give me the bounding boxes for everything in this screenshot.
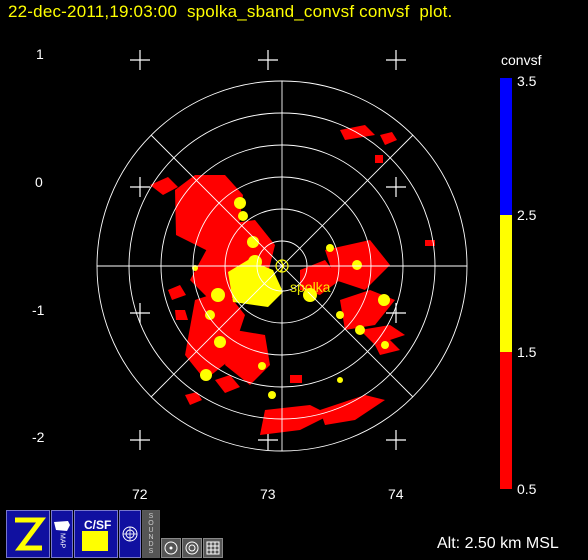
- x-tick-label: 74: [388, 486, 404, 502]
- sounds-button[interactable]: SOUNDS: [142, 510, 160, 558]
- csf-icon: C/SF: [82, 518, 111, 551]
- y-tick-label: 1: [36, 46, 44, 62]
- altitude-label: Alt: 2.50 km MSL: [437, 535, 559, 552]
- ring-icon: [122, 526, 138, 542]
- map-button-label: MAP: [58, 533, 66, 549]
- csf-button[interactable]: C/SF: [74, 510, 118, 558]
- echo-yellow: [192, 197, 390, 399]
- colorbar-tick: 1.5: [517, 344, 537, 360]
- grid-icon: [206, 541, 220, 555]
- grid-crosses: [130, 50, 406, 450]
- y-tick-label: -1: [32, 302, 45, 318]
- svg-text:C/SF: C/SF: [84, 518, 111, 532]
- y-tick-label: 0: [35, 174, 43, 190]
- colorbar-tick: 3.5: [517, 73, 537, 89]
- y-tick-label: -2: [32, 429, 45, 445]
- radar-site-icon: [275, 259, 289, 273]
- circle-icon: [185, 541, 199, 555]
- toolbar: MAP C/SF SOUNDS: [6, 508, 223, 558]
- range-rings: [96, 80, 468, 452]
- x-tick-label: 72: [132, 486, 148, 502]
- colorbar-tick: 2.5: [517, 207, 537, 223]
- radar-site-label: spolka: [290, 279, 331, 295]
- target-icon: [164, 541, 178, 555]
- us-map-icon: [54, 521, 70, 532]
- colorbar-tick: 0.5: [517, 481, 537, 497]
- target-button[interactable]: [161, 538, 181, 558]
- z-logo-icon: [15, 517, 46, 551]
- plot-title: 22-dec-2011,19:03:00 spolka_sband_convsf…: [8, 2, 453, 21]
- map-button[interactable]: MAP: [51, 510, 73, 558]
- x-tick-label: 73: [260, 486, 276, 502]
- zoom-button[interactable]: [6, 510, 50, 558]
- colorbar: [500, 78, 512, 489]
- ring-button[interactable]: [119, 510, 141, 558]
- circle-button[interactable]: [182, 538, 202, 558]
- grid-button[interactable]: [203, 538, 223, 558]
- colorbar-title: convsf: [501, 52, 542, 68]
